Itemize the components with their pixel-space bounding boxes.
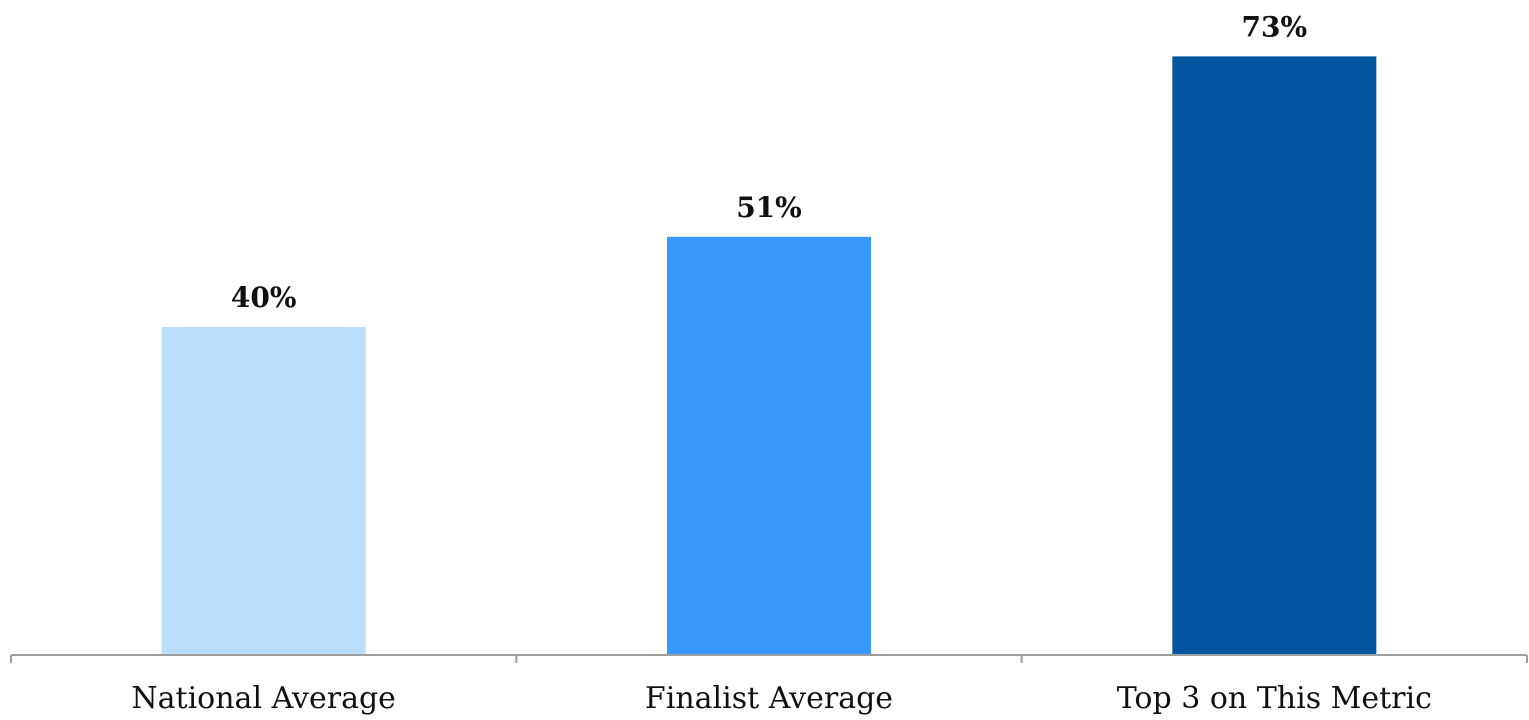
category-labels-layer: National Average Finalist Average Top 3 on…	[131, 681, 1432, 716]
bar-1	[161, 327, 366, 655]
value-labels-layer: 40% 51% 73%	[231, 10, 1307, 314]
x-tick-label-1: National Average	[131, 681, 396, 716]
bars-layer	[161, 56, 1377, 656]
x-tick-label-3: Top 3 on This Metric	[1117, 681, 1432, 716]
bar-3	[1172, 56, 1377, 655]
bar-2	[667, 236, 871, 656]
data-label-3: 73%	[1242, 10, 1308, 43]
x-tick-label-2: Finalist Average	[645, 681, 893, 716]
data-label-1: 40%	[231, 281, 297, 314]
x-axis	[10, 654, 1528, 663]
data-label-2: 51%	[736, 191, 802, 224]
